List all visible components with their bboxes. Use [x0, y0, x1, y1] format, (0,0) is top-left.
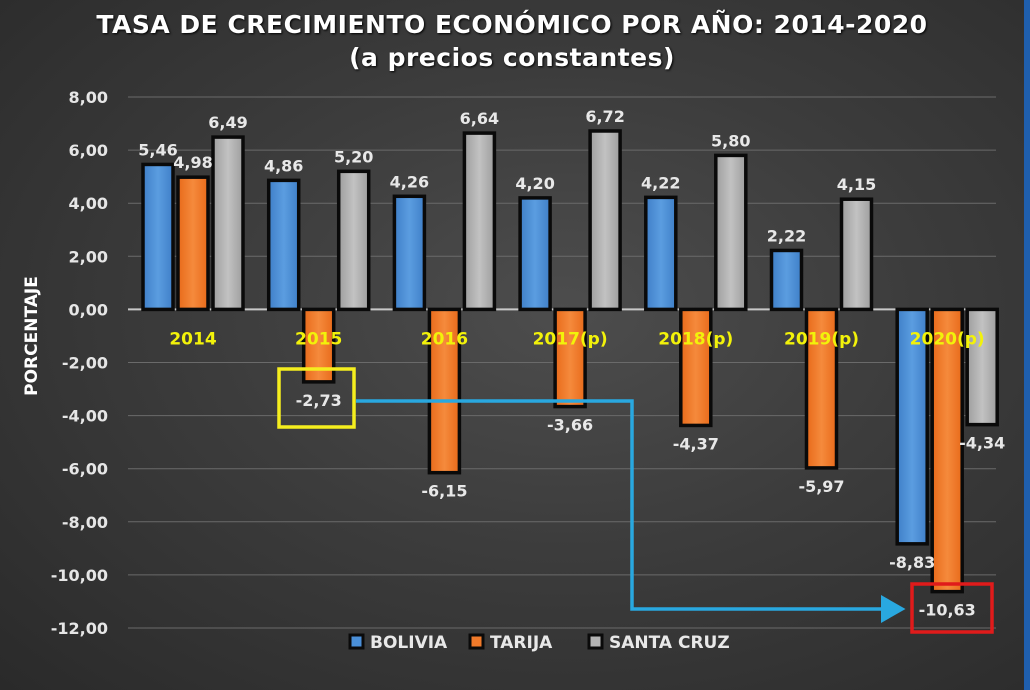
y-tick-label: 4,00 [69, 194, 108, 213]
bar-santa-cruz [839, 197, 874, 312]
x-category-label: 2020(p) [910, 329, 985, 349]
chart-subtitle: (a precios constantes) [349, 43, 675, 72]
x-category-label: 2018(p) [658, 329, 733, 349]
data-label: 6,72 [585, 107, 624, 126]
legend-label: BOLIVIA [370, 633, 448, 653]
bar-santa-cruz [336, 169, 371, 312]
chart-title-block: TASA DE CRECIMIENTO ECONÓMICO POR AÑO: 2… [0, 8, 1024, 74]
legend-label: SANTA CRUZ [609, 633, 730, 653]
x-category-label: 2017(p) [533, 329, 608, 349]
chart-title: TASA DE CRECIMIENTO ECONÓMICO POR AÑO: 2… [96, 10, 928, 39]
legend-swatch-bolivia [348, 633, 365, 650]
y-tick-label: -10,00 [51, 566, 108, 585]
data-label: 6,49 [208, 113, 247, 132]
y-tick-label: -12,00 [51, 619, 108, 638]
y-tick-label: 0,00 [69, 300, 108, 319]
bar-bolivia [769, 248, 804, 312]
data-label: -4,37 [673, 434, 719, 453]
data-label: 4,20 [515, 174, 554, 193]
legend-swatch-santa-cruz [587, 633, 604, 650]
bar-tarija [930, 307, 964, 594]
data-label: 4,15 [837, 175, 876, 194]
bar-santa-cruz [714, 153, 748, 312]
data-label: -3,66 [547, 416, 593, 435]
data-label: 5,80 [711, 131, 750, 150]
y-tick-label: -4,00 [62, 407, 108, 426]
data-label: 4,98 [173, 153, 212, 172]
x-category-label: 2019(p) [784, 329, 859, 349]
data-label: 5,20 [334, 147, 373, 166]
data-label: -5,97 [798, 477, 844, 496]
legend-swatch-tarija [468, 633, 485, 650]
bar-tarija [427, 307, 462, 475]
bar-bolivia [266, 178, 301, 312]
bar-tarija [804, 307, 839, 470]
data-label: 2,22 [767, 226, 806, 245]
y-tick-label: -2,00 [62, 354, 108, 373]
x-category-label: 2014 [169, 329, 216, 349]
data-label: -8,83 [889, 553, 935, 572]
data-label: -2,73 [296, 391, 342, 410]
highlight-box-red [910, 582, 994, 634]
highlight-box-yellow [277, 367, 356, 429]
bar-tarija [176, 175, 210, 312]
bar-santa-cruz [462, 131, 497, 312]
bar-bolivia [141, 162, 175, 312]
bar-tarija [679, 307, 713, 428]
data-label: 5,46 [138, 140, 177, 159]
data-label: 4,26 [390, 172, 429, 191]
data-label: -6,15 [421, 482, 467, 501]
data-label: -4,34 [959, 434, 1005, 453]
bar-bolivia [895, 307, 929, 546]
bar-bolivia [392, 194, 427, 312]
y-tick-label: 8,00 [69, 88, 108, 107]
bar-santa-cruz [211, 135, 245, 312]
bar-santa-cruz [588, 129, 622, 312]
y-tick-label: 6,00 [69, 141, 108, 160]
y-tick-label: -8,00 [62, 513, 108, 532]
data-label: 4,22 [641, 173, 680, 192]
data-label: 4,86 [264, 156, 303, 175]
trend-arrow [356, 399, 906, 623]
y-tick-label: 2,00 [69, 247, 108, 266]
x-category-label: 2016 [421, 329, 468, 349]
bar-bolivia [644, 195, 678, 312]
y-tick-label: -6,00 [62, 460, 108, 479]
data-label: -10,63 [919, 601, 976, 620]
bar-santa-cruz [965, 307, 999, 427]
legend-label: TARIJA [490, 633, 553, 653]
window-edge-strip [1024, 0, 1030, 690]
x-category-label: 2015 [295, 329, 342, 349]
bar-tarija [553, 307, 587, 409]
bar-bolivia [518, 196, 552, 312]
data-label: 6,64 [460, 109, 499, 128]
